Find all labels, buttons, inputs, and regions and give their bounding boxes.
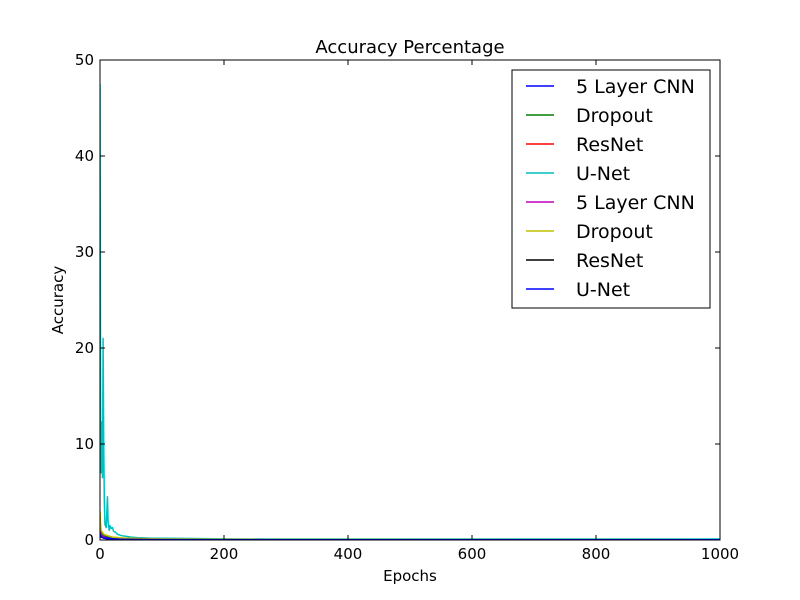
legend-label: U-Net [576,163,630,185]
x-tick-label: 400 [334,545,363,563]
legend-label: Dropout [576,105,653,127]
x-tick-label: 800 [582,545,611,563]
legend-label: ResNet [576,250,643,272]
y-tick-label: 0 [84,531,94,549]
y-tick-label: 20 [75,339,94,357]
x-axis-label: Epochs [383,567,437,585]
axis-ticks: 0 200 400 600 800 1000 0 10 20 30 40 50 [75,51,739,563]
y-tick-label: 10 [75,435,94,453]
legend-label: 5 Layer CNN [576,76,695,98]
legend-label: U-Net [576,279,630,301]
x-tick-label: 200 [210,545,239,563]
legend: 5 Layer CNN Dropout ResNet U-Net 5 Layer CNN… [511,69,711,309]
plot-area-frame [99,59,721,541]
chart-title: Accuracy Percentage [315,37,504,58]
x-tick-label: 1000 [701,545,739,563]
x-tick-label: 600 [458,545,487,563]
legend-box [511,69,711,309]
legend-label: Dropout [576,221,653,243]
x-tick-label: 0 [95,545,105,563]
y-tick-label: 30 [75,243,94,261]
legend-label: 5 Layer CNN [576,192,695,214]
y-axis-label: Accuracy [49,266,67,335]
y-tick-label: 40 [75,147,94,165]
y-tick-label: 50 [75,51,94,69]
legend-label: ResNet [576,134,643,156]
